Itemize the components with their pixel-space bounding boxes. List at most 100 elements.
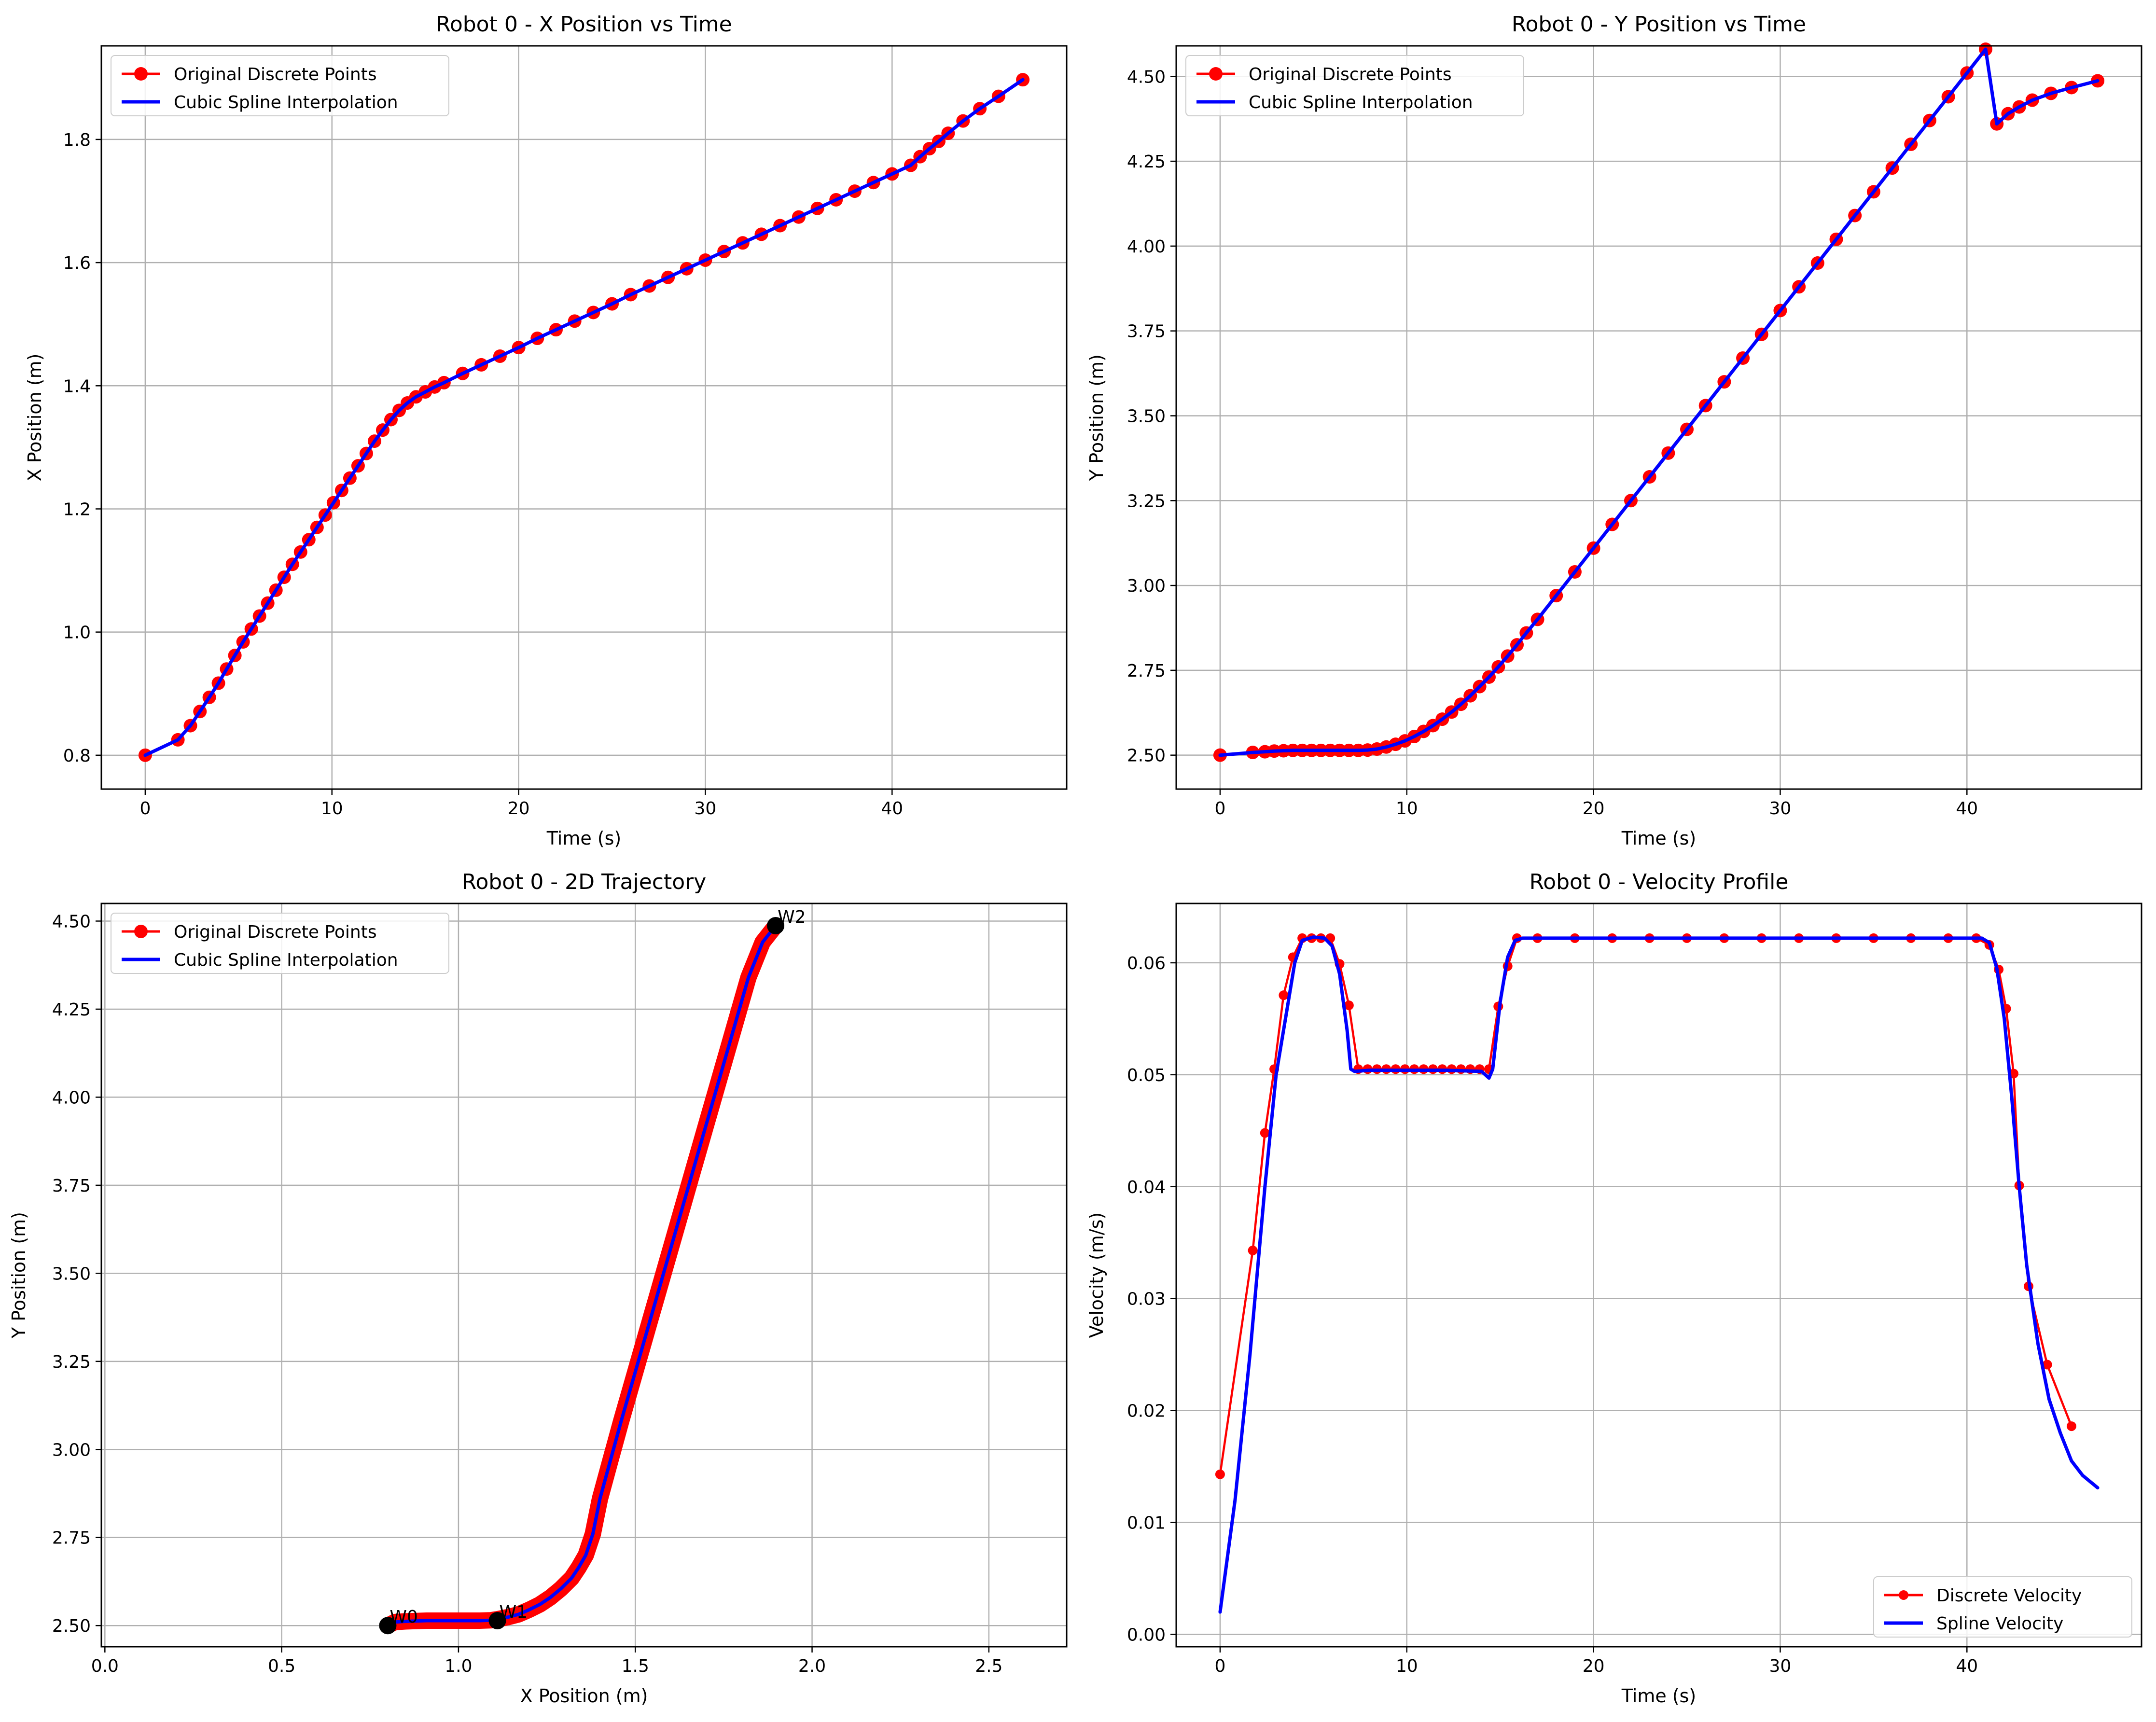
legend-label: Cubic Spline Interpolation <box>174 93 398 112</box>
y-tick-label: 0.04 <box>1127 1178 1166 1197</box>
x-tick-label: 0.5 <box>268 1656 295 1676</box>
ticks-y-vs-time: 0 10 20 30 40 2.50 2.75 3.00 3.25 3.50 3.75 4.00 4.2… <box>1127 67 1978 819</box>
y-tick-label: 4.50 <box>52 912 91 931</box>
discrete-point <box>1248 1245 1258 1255</box>
y-axis-label: Y Position (m) <box>8 1212 29 1339</box>
legend-label: Original Discrete Points <box>174 922 377 942</box>
discrete-point <box>2066 1421 2076 1431</box>
y-tick-label: 3.00 <box>52 1440 91 1460</box>
waypoint-marker <box>767 917 785 934</box>
y-tick-label: 3.00 <box>1127 576 1166 596</box>
legend-label: Original Discrete Points <box>174 65 377 84</box>
chart-title: Robot 0 - X Position vs Time <box>436 12 732 37</box>
legend-box <box>1873 1576 2132 1638</box>
discrete-point <box>1279 990 1289 1000</box>
panel-x-vs-time: 0 10 20 30 40 0.8 1.0 1.2 1.4 1.6 1.8 Robot 0 - X … <box>24 12 1068 849</box>
x-tick-label: 40 <box>1956 1656 1978 1676</box>
series-line-spline <box>386 924 778 1627</box>
y-tick-label: 3.75 <box>1127 322 1166 342</box>
y-tick-label: 0.03 <box>1127 1290 1166 1309</box>
chart-title: Robot 0 - 2D Trajectory <box>462 870 707 894</box>
legend-velocity-profile: Discrete Velocity Spline Velocity <box>1873 1576 2132 1638</box>
legend-marker-discrete <box>134 925 148 938</box>
legend-label: Original Discrete Points <box>1249 65 1452 84</box>
y-tick-label: 4.25 <box>52 1000 91 1020</box>
y-tick-label: 3.50 <box>52 1264 91 1284</box>
plot-velocity-profile <box>1215 933 2100 1614</box>
x-tick-label: 10 <box>1396 799 1418 819</box>
waypoint-label: W1 <box>500 1602 528 1622</box>
legend-label: Cubic Spline Interpolation <box>1249 93 1473 112</box>
x-tick-label: 40 <box>1956 799 1978 819</box>
legend-marker-discrete <box>1209 67 1223 81</box>
x-tick-label: 40 <box>881 799 903 819</box>
discrete-point <box>1215 1469 1225 1479</box>
x-tick-label: 30 <box>695 799 717 819</box>
legend-label: Spline Velocity <box>1936 1614 2063 1634</box>
chart-title: Robot 0 - Velocity Profile <box>1530 870 1789 894</box>
y-tick-label: 2.75 <box>52 1528 91 1548</box>
axes-frame <box>1175 45 2142 790</box>
grid-x-vs-time <box>101 46 1067 789</box>
axes-frame <box>1175 903 2142 1648</box>
x-axis-label: X Position (m) <box>520 1685 648 1707</box>
legend-y-vs-time: Original Discrete Points Cubic Spline Int… <box>1185 55 1524 116</box>
y-tick-label: 1.2 <box>63 500 91 519</box>
y-tick-label: 4.50 <box>1127 67 1166 87</box>
x-tick-label: 0 <box>1214 799 1225 819</box>
plot-x-vs-time <box>138 73 1030 762</box>
panel-trajectory-2d: W0 W1 W2 0.0 0.5 1.0 1.5 2.0 2.5 2.50 2.75 3.00 3.2… <box>8 870 1068 1707</box>
legend-label: Discrete Velocity <box>1936 1586 2082 1606</box>
ticks-velocity-profile: 0 10 20 30 40 0.00 0.01 0.02 0.03 0.04 0.05 0.06 <box>1127 954 1978 1676</box>
x-tick-label: 10 <box>1396 1656 1418 1676</box>
y-axis-label: Velocity (m/s) <box>1086 1212 1107 1338</box>
chart-title: Robot 0 - Y Position vs Time <box>1512 12 1806 37</box>
legend-marker-discrete <box>134 67 148 81</box>
waypoint-label: W2 <box>778 907 806 927</box>
y-tick-label: 0.8 <box>63 746 91 766</box>
legend-label: Cubic Spline Interpolation <box>174 950 398 970</box>
x-tick-label: 30 <box>1769 799 1792 819</box>
grid-y-vs-time <box>1176 46 2142 789</box>
legend-marker-discrete <box>1899 1590 1908 1600</box>
legend-trajectory-2d: Original Discrete Points Cubic Spline Int… <box>111 913 449 974</box>
x-axis-label: Time (s) <box>546 828 622 849</box>
waypoint-marker <box>379 1617 397 1635</box>
y-tick-label: 0.00 <box>1127 1625 1166 1645</box>
y-tick-label: 0.01 <box>1127 1514 1166 1533</box>
panel-y-vs-time: 0 10 20 30 40 2.50 2.75 3.00 3.25 3.50 3.75 4.00 4.2… <box>1086 12 2142 849</box>
y-tick-label: 4.00 <box>1127 237 1166 257</box>
legend-box <box>111 55 449 116</box>
ticks-x-vs-time: 0 10 20 30 40 0.8 1.0 1.2 1.4 1.6 1.8 <box>63 130 903 819</box>
series-line-spline <box>143 78 1025 757</box>
x-axis-label: Time (s) <box>1621 828 1697 849</box>
waypoint-marker <box>488 1611 506 1629</box>
x-tick-label: 2.0 <box>798 1656 826 1676</box>
discrete-point <box>1260 1128 1270 1138</box>
grid-trajectory-2d <box>101 903 1067 1647</box>
x-tick-label: 2.5 <box>975 1656 1002 1676</box>
axes-frame <box>100 45 1068 790</box>
y-tick-label: 3.25 <box>52 1352 91 1372</box>
y-tick-label: 2.50 <box>1127 746 1166 766</box>
discrete-point <box>1344 1000 1354 1011</box>
y-tick-label: 1.6 <box>63 253 91 273</box>
legend-box <box>1185 55 1524 116</box>
x-tick-label: 0.0 <box>91 1656 119 1676</box>
x-tick-label: 1.0 <box>445 1656 472 1676</box>
y-tick-label: 3.50 <box>1127 406 1166 426</box>
axes-frame <box>100 903 1068 1648</box>
y-tick-label: 4.00 <box>52 1088 91 1108</box>
y-tick-label: 1.0 <box>63 623 91 643</box>
plot-trajectory-2d: W0 W1 W2 <box>379 907 806 1635</box>
y-tick-label: 1.4 <box>63 376 91 396</box>
x-tick-label: 20 <box>1583 1656 1605 1676</box>
legend-box <box>111 913 449 974</box>
ticks-trajectory-2d: 0.0 0.5 1.0 1.5 2.0 2.5 2.50 2.75 3.00 3.25 3.50 3.… <box>52 912 1003 1676</box>
discrete-point <box>2042 1360 2052 1370</box>
x-tick-label: 10 <box>321 799 343 819</box>
y-axis-label: Y Position (m) <box>1086 354 1107 481</box>
x-tick-label: 1.5 <box>622 1656 649 1676</box>
